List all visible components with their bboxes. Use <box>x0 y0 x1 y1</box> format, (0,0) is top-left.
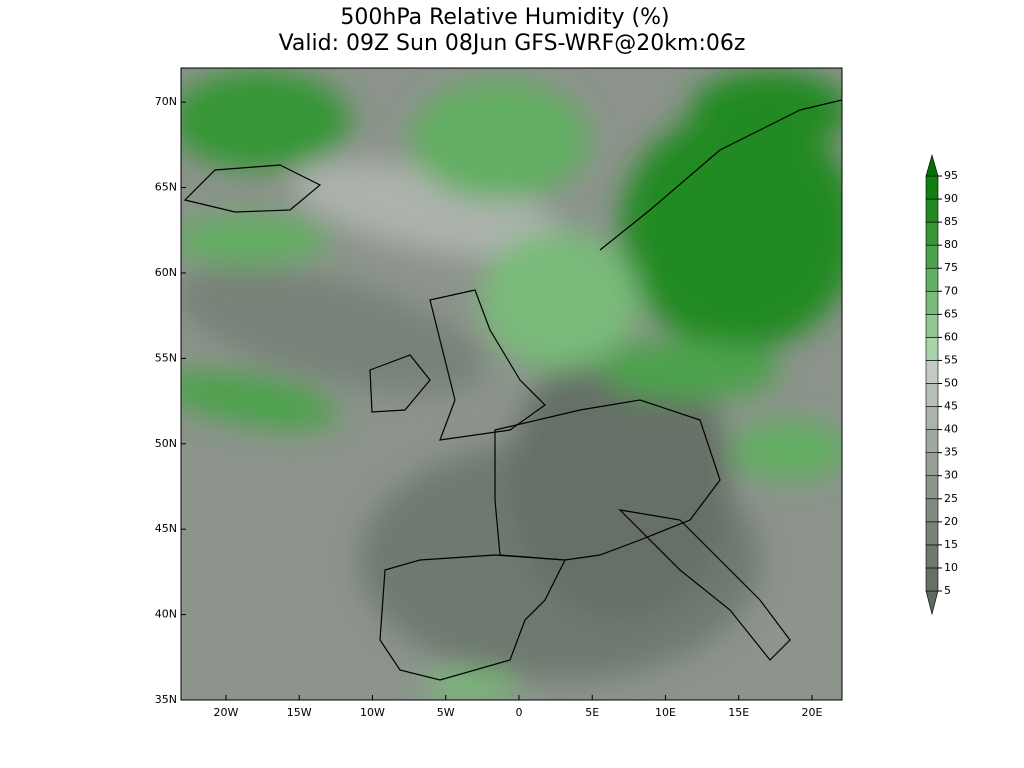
colorbar-label: 35 <box>944 446 958 459</box>
colorbar-label: 5 <box>944 584 951 597</box>
colorbar-label: 20 <box>944 515 958 528</box>
colorbar-segment <box>925 221 939 246</box>
colorbar-label: 80 <box>944 238 958 251</box>
colorbar-segment <box>925 267 939 292</box>
colorbar-segment <box>925 475 939 500</box>
colorbar-label: 55 <box>944 353 958 366</box>
colorbar-label: 15 <box>944 538 958 551</box>
colorbar-label: 60 <box>944 330 958 343</box>
plot-frame <box>180 67 843 701</box>
colorbar-segment <box>925 521 939 546</box>
x-tick-label: 5E <box>585 706 599 719</box>
coastlines <box>183 99 842 681</box>
humidity-field <box>181 68 842 700</box>
coastline <box>494 399 721 561</box>
coastline <box>369 354 431 413</box>
colorbar-segment <box>925 406 939 430</box>
y-tick-label: 60N <box>155 266 177 279</box>
y-tick-label: 35N <box>155 693 177 706</box>
colorbar-label: 85 <box>944 215 958 228</box>
x-tick-label: 20E <box>801 706 822 719</box>
moist-area <box>292 161 568 259</box>
x-tick-label: 15W <box>287 706 312 719</box>
colorbar-segment <box>925 383 939 407</box>
dry-area <box>510 340 730 620</box>
colorbar-segment <box>925 314 939 338</box>
x-tick-label: 0 <box>515 706 522 719</box>
dry-area <box>181 266 486 394</box>
moist-area <box>600 340 780 400</box>
colorbar-label: 70 <box>944 284 958 297</box>
coastline <box>429 289 546 441</box>
colorbar-label: 25 <box>944 492 958 505</box>
moist-area <box>181 215 330 265</box>
y-tick-label: 40N <box>155 608 177 621</box>
colorbar-label: 90 <box>944 192 958 205</box>
colorbar-segment <box>925 567 939 592</box>
colorbar-label: 50 <box>944 377 958 390</box>
x-tick-label: 20W <box>214 706 239 719</box>
colorbar-label: 40 <box>944 423 958 436</box>
colorbar-label: 75 <box>944 261 958 274</box>
moist-area <box>690 70 842 150</box>
colorbar-segment <box>925 498 939 523</box>
colorbar-segment <box>925 452 939 477</box>
colorbar-upper-arrow <box>925 153 939 177</box>
y-tick-label: 70N <box>155 95 177 108</box>
colorbar-segment <box>925 244 939 269</box>
colorbar-label: 10 <box>944 561 958 574</box>
colorbar-label: 30 <box>944 469 958 482</box>
moist-area <box>181 70 350 170</box>
field-shading <box>181 70 842 700</box>
x-tick-label: 10E <box>655 706 676 719</box>
colorbar-lower-arrow <box>925 590 939 616</box>
moist-area <box>480 230 640 370</box>
moist-area <box>730 420 842 480</box>
coastline <box>599 99 842 251</box>
moist-area <box>620 110 842 350</box>
colorbar-label: 45 <box>944 400 958 413</box>
colorbar-segment <box>925 360 939 384</box>
chart-subtitle: Valid: 09Z Sun 08Jun GFS-WRF@20km:06z <box>279 31 746 56</box>
coastline <box>379 554 566 681</box>
colorbar-segment <box>925 175 939 200</box>
colorbar-label: 95 <box>944 169 958 182</box>
x-tick-label: 10W <box>360 706 385 719</box>
y-tick-label: 65N <box>155 181 177 194</box>
chart-title: 500hPa Relative Humidity (%) <box>340 5 669 30</box>
colorbar-segment <box>925 198 939 223</box>
y-tick-label: 50N <box>155 437 177 450</box>
coastline <box>183 164 322 213</box>
y-tick-label: 45N <box>155 522 177 535</box>
moist-area <box>181 370 339 430</box>
colorbar-segment <box>925 290 939 315</box>
moist-area <box>410 80 590 200</box>
x-tick-label: 15E <box>728 706 749 719</box>
colorbar-segment <box>925 337 939 361</box>
colorbar-segment <box>925 544 939 569</box>
y-tick-label: 55N <box>155 351 177 364</box>
colorbar-segment <box>925 429 939 453</box>
coastline <box>618 509 791 661</box>
colorbar-label: 65 <box>944 307 958 320</box>
moist-area <box>420 670 520 700</box>
x-tick-label: 5W <box>437 706 455 719</box>
